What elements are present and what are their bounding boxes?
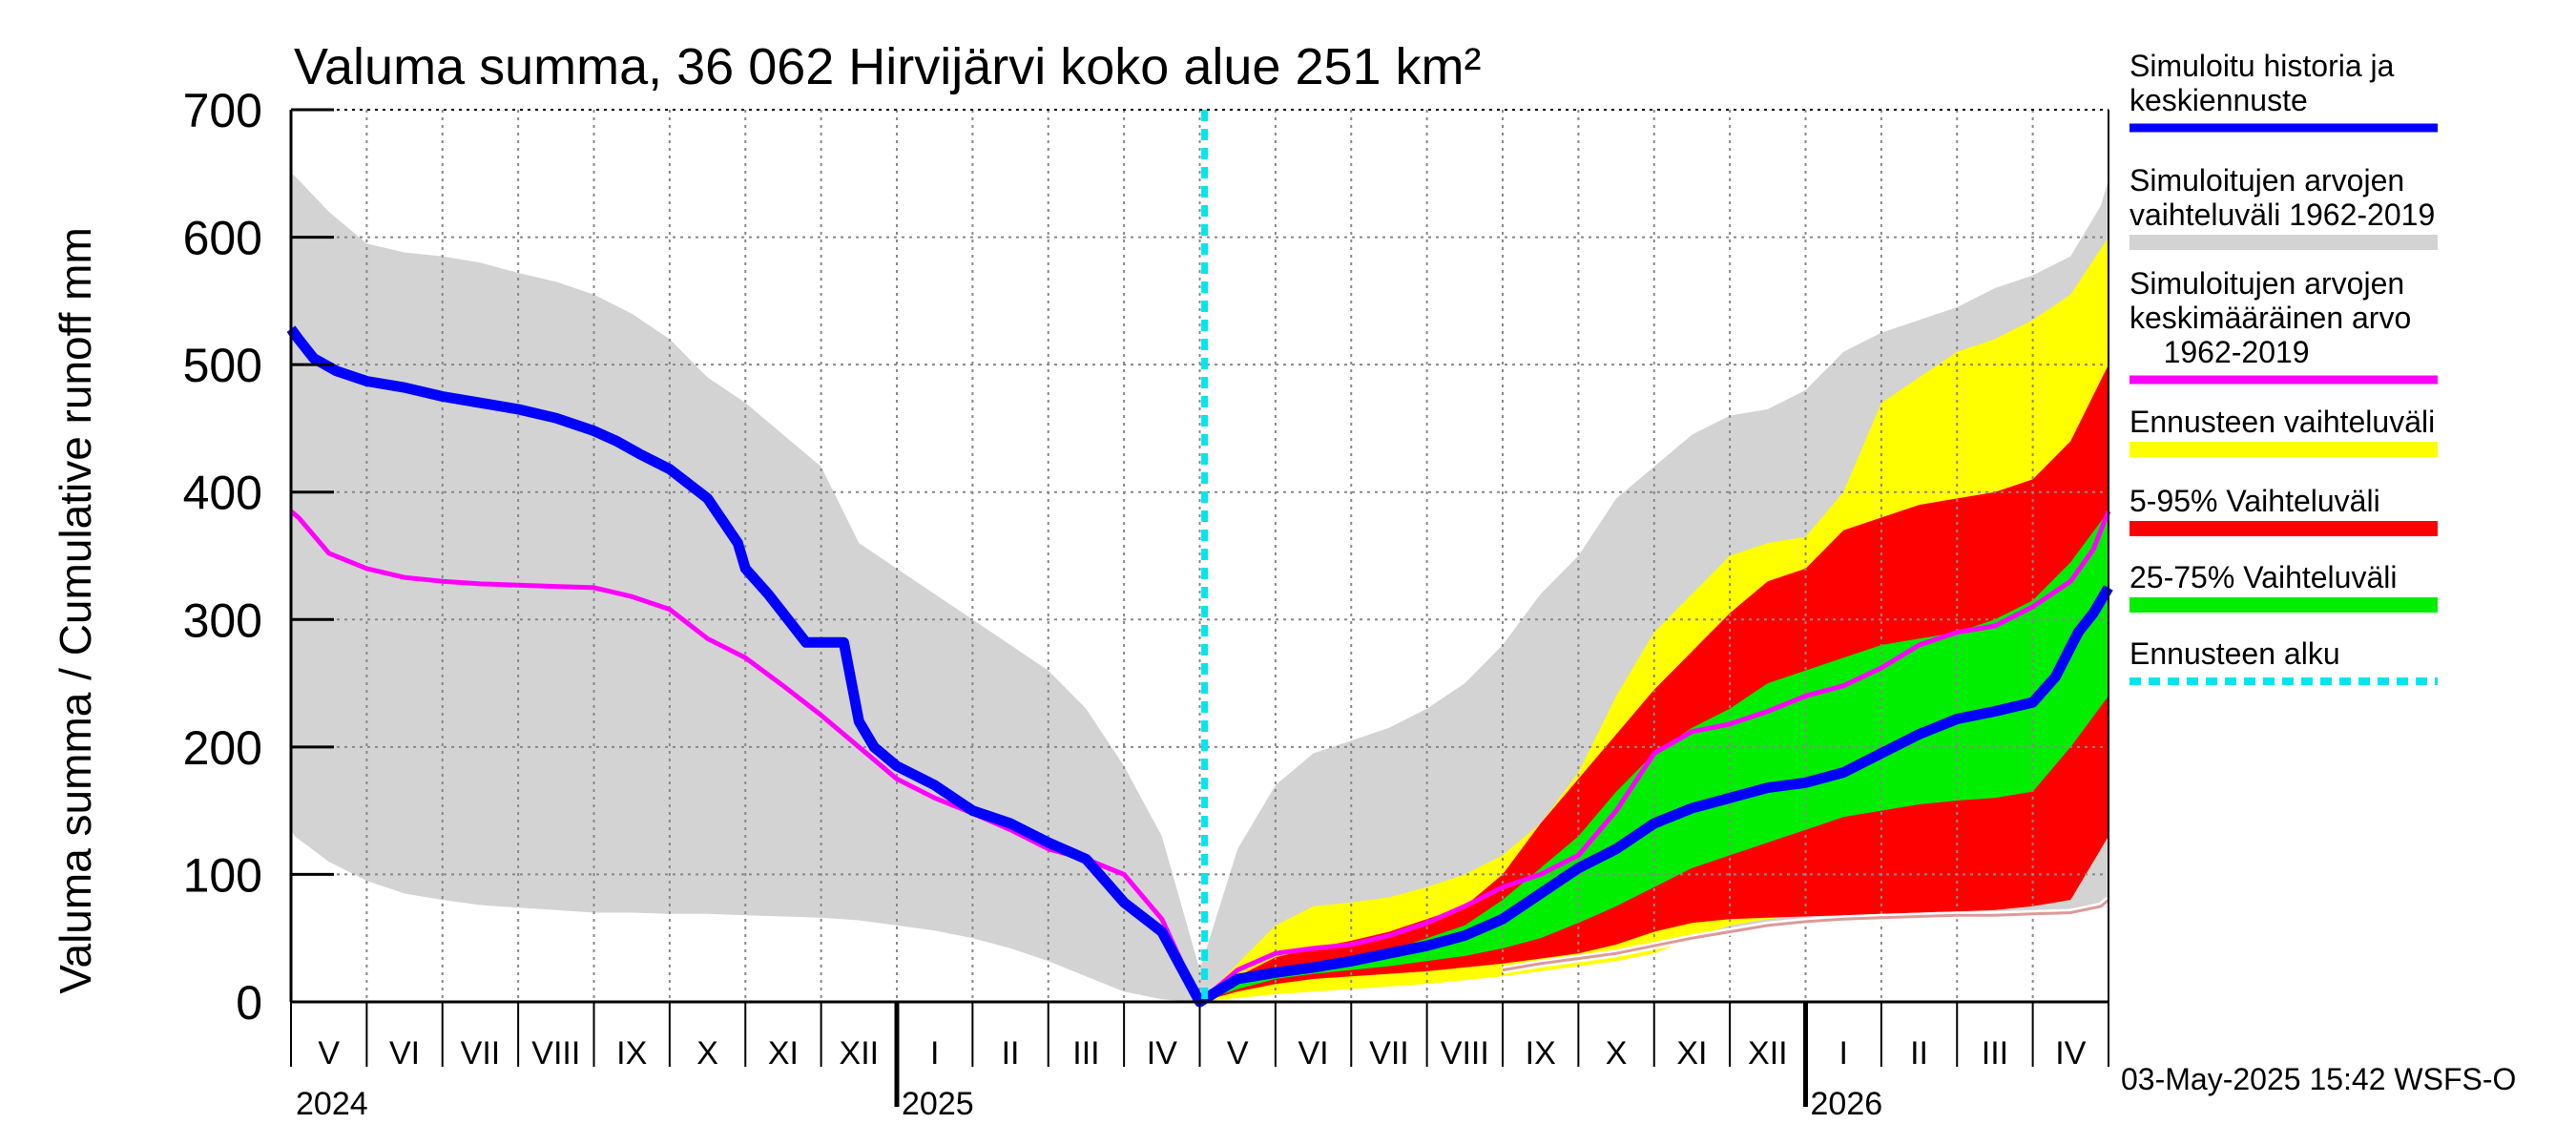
month-label: IX — [616, 1035, 647, 1072]
legend-item: 25-75% Vaihteluväli — [2129, 560, 2438, 613]
historical-min-line — [1502, 898, 2109, 972]
month-label: II — [1910, 1035, 1928, 1072]
legend-label: 25-75% Vaihteluväli — [2129, 560, 2397, 594]
month-label: IV — [1147, 1035, 1177, 1072]
legend-label: Ennusteen vaihteluväli — [2129, 405, 2435, 439]
month-label: VIII — [1441, 1035, 1489, 1072]
month-label: II — [1002, 1035, 1020, 1072]
legend-label: keskiennuste — [2129, 83, 2308, 117]
footer-timestamp: 03-May-2025 15:42 WSFS-O — [2121, 1062, 2516, 1096]
legend-label: keskimääräinen arvo — [2129, 301, 2411, 335]
month-label: V — [1227, 1035, 1249, 1072]
y-tick-label: 100 — [183, 848, 262, 902]
month-label: I — [930, 1035, 939, 1072]
month-label: VI — [389, 1035, 420, 1072]
y-tick-label: 300 — [183, 593, 262, 647]
month-label: X — [696, 1035, 718, 1072]
legend-label: Ennusteen alku — [2129, 636, 2340, 671]
month-label: XII — [1748, 1035, 1788, 1072]
month-label: XI — [768, 1035, 799, 1072]
y-tick-label: 500 — [183, 339, 262, 392]
month-label: VI — [1298, 1035, 1329, 1072]
month-label: VII — [1369, 1035, 1409, 1072]
month-label: IX — [1526, 1035, 1556, 1072]
month-label: XI — [1676, 1035, 1707, 1072]
month-label: VIII — [531, 1035, 580, 1072]
y-tick-label: 400 — [183, 467, 262, 520]
legend-label: 5-95% Vaihteluväli — [2129, 484, 2380, 518]
legend-label: 1962-2019 — [2129, 335, 2310, 369]
y-tick-label: 700 — [183, 84, 262, 137]
legend: Simuloitu historia jakeskiennusteSimuloi… — [2129, 49, 2438, 685]
y-tick-label: 600 — [183, 212, 262, 265]
year-label: 2025 — [902, 1086, 974, 1122]
month-label: I — [1839, 1035, 1847, 1072]
month-label: III — [1072, 1035, 1099, 1072]
legend-item: Ennusteen alku — [2129, 636, 2438, 685]
month-label: XII — [840, 1035, 880, 1072]
y-axis-label: Valuma summa / Cumulative runoff mm — [51, 227, 100, 994]
legend-label: vaihteluväli 1962-2019 — [2129, 198, 2435, 232]
month-label: VII — [461, 1035, 501, 1072]
median-forecast-line — [286, 325, 2113, 1008]
chart-title: Valuma summa, 36 062 Hirvijärvi koko alu… — [294, 38, 1482, 95]
legend-label: Simuloitujen arvojen — [2129, 163, 2404, 198]
year-label: 2026 — [1811, 1086, 1883, 1122]
legend-item: 5-95% Vaihteluväli — [2129, 484, 2438, 536]
y-tick-label: 0 — [236, 976, 262, 1030]
month-label: V — [318, 1035, 340, 1072]
month-label: IV — [2055, 1035, 2086, 1072]
legend-label: Simuloitu historia ja — [2129, 49, 2395, 83]
month-label: X — [1606, 1035, 1628, 1072]
y-tick-label: 200 — [183, 721, 262, 775]
month-label: III — [1982, 1035, 2008, 1072]
year-label: 2024 — [296, 1086, 368, 1122]
legend-label: Simuloitujen arvojen — [2129, 266, 2404, 301]
legend-item: Ennusteen vaihteluväli — [2129, 405, 2438, 457]
